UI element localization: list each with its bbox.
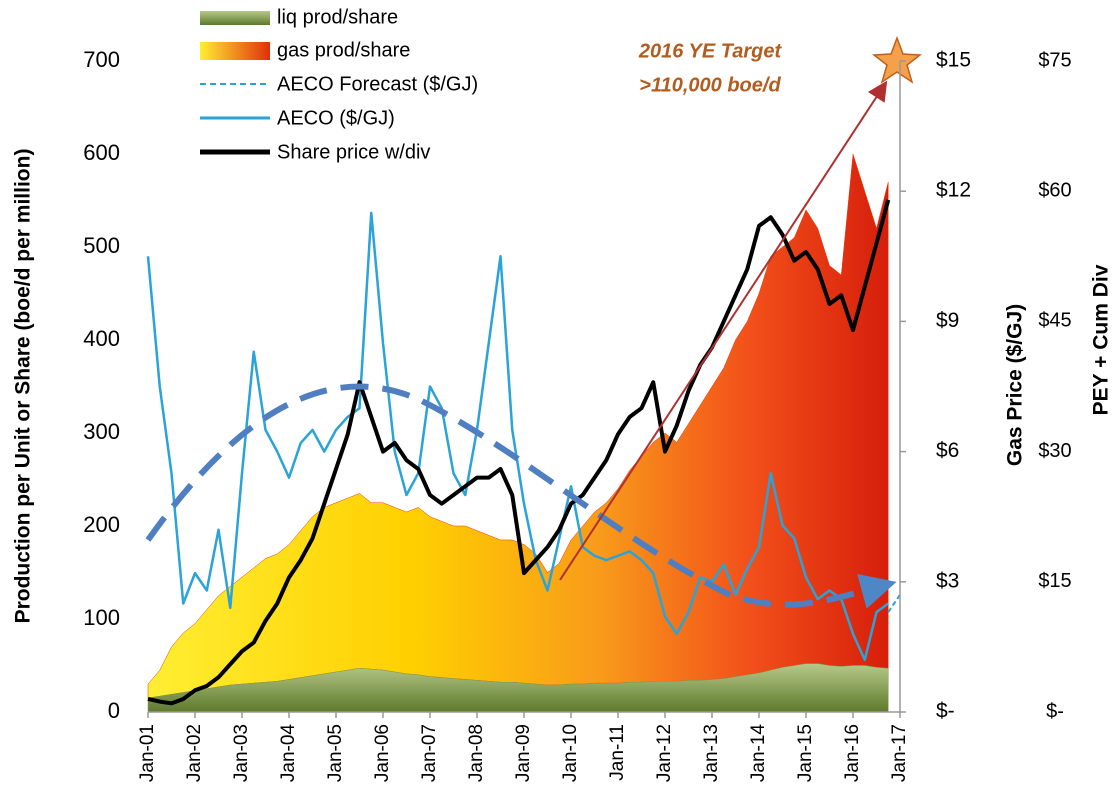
legend: liq prod/share gas prod/share AECO Forec… bbox=[200, 6, 478, 163]
forecast-line bbox=[887, 594, 901, 613]
y3-tick-label: $- bbox=[1046, 700, 1064, 722]
target-star bbox=[871, 35, 923, 84]
legend-swatch bbox=[200, 11, 270, 25]
x-tick-label: Jan-13 bbox=[701, 724, 722, 782]
y3-tick-label: $75 bbox=[1038, 49, 1071, 71]
target-arrow bbox=[559, 80, 888, 581]
x-tick-label: Jan-09 bbox=[513, 724, 534, 782]
annotation: >110,000 boe/d bbox=[639, 74, 781, 96]
x-tick-label: Jan-02 bbox=[184, 724, 205, 782]
trend-arrow bbox=[145, 383, 897, 609]
line bbox=[147, 199, 891, 706]
x-tick-label: Jan-15 bbox=[795, 724, 816, 782]
y3-axis-label: PEY + Cum Div bbox=[1090, 264, 1113, 415]
y2-tick-label: $9 bbox=[936, 309, 959, 332]
y2-axis-label: Gas Price ($/GJ) bbox=[1004, 304, 1027, 466]
y-tick-label: 400 bbox=[83, 326, 120, 351]
y3-tick-label: $30 bbox=[1038, 440, 1071, 462]
y2-tick-label: $- bbox=[936, 700, 955, 723]
legend-label: Share price w/div bbox=[277, 141, 430, 163]
x-tick-label: Jan-06 bbox=[372, 724, 393, 782]
annotation: 2016 YE Target bbox=[638, 40, 783, 62]
y-axis-label: Production per Unit or Share (boe/d per … bbox=[12, 149, 35, 624]
x-tick-label: Jan-03 bbox=[231, 724, 252, 782]
x-tick-label: Jan-16 bbox=[842, 724, 863, 782]
x-tick-label: Jan-17 bbox=[889, 724, 910, 782]
x-tick-label: Jan-10 bbox=[560, 724, 581, 782]
y-tick-label: 300 bbox=[83, 419, 120, 444]
y2-tick-label: $6 bbox=[936, 439, 959, 462]
y-tick-label: 100 bbox=[83, 605, 120, 630]
y3-tick-label: $60 bbox=[1038, 179, 1071, 201]
legend-label: liq prod/share bbox=[277, 6, 398, 28]
y-tick-label: 0 bbox=[108, 698, 120, 723]
y-tick-label: 600 bbox=[83, 140, 120, 165]
y-tick-label: 200 bbox=[83, 512, 120, 537]
x-tick-label: Jan-12 bbox=[654, 724, 675, 782]
y3-tick-label: $45 bbox=[1038, 310, 1071, 332]
y-tick-label: 500 bbox=[83, 233, 120, 258]
y3-tick-label: $15 bbox=[1038, 570, 1071, 592]
x-tick-label: Jan-01 bbox=[137, 724, 158, 782]
y2-tick-label: $3 bbox=[936, 569, 959, 592]
x-tick-label: Jan-05 bbox=[325, 724, 346, 782]
y2-tick-label: $15 bbox=[936, 49, 971, 72]
x-tick-label: Jan-07 bbox=[419, 724, 440, 782]
legend-label: gas prod/share bbox=[277, 39, 410, 61]
area bbox=[147, 153, 889, 699]
plot-area bbox=[146, 153, 901, 713]
y2-tick-label: $12 bbox=[936, 179, 971, 202]
y-tick-label: 700 bbox=[83, 47, 120, 72]
line bbox=[146, 211, 889, 662]
legend-label: AECO Forecast ($/GJ) bbox=[277, 73, 478, 95]
legend-swatch bbox=[200, 42, 270, 60]
x-tick-label: Jan-11 bbox=[607, 724, 628, 781]
legend-label: AECO ($/GJ) bbox=[277, 107, 395, 129]
x-tick-label: Jan-14 bbox=[748, 724, 769, 783]
x-tick-label: Jan-08 bbox=[466, 724, 487, 782]
x-tick-label: Jan-04 bbox=[278, 724, 299, 783]
